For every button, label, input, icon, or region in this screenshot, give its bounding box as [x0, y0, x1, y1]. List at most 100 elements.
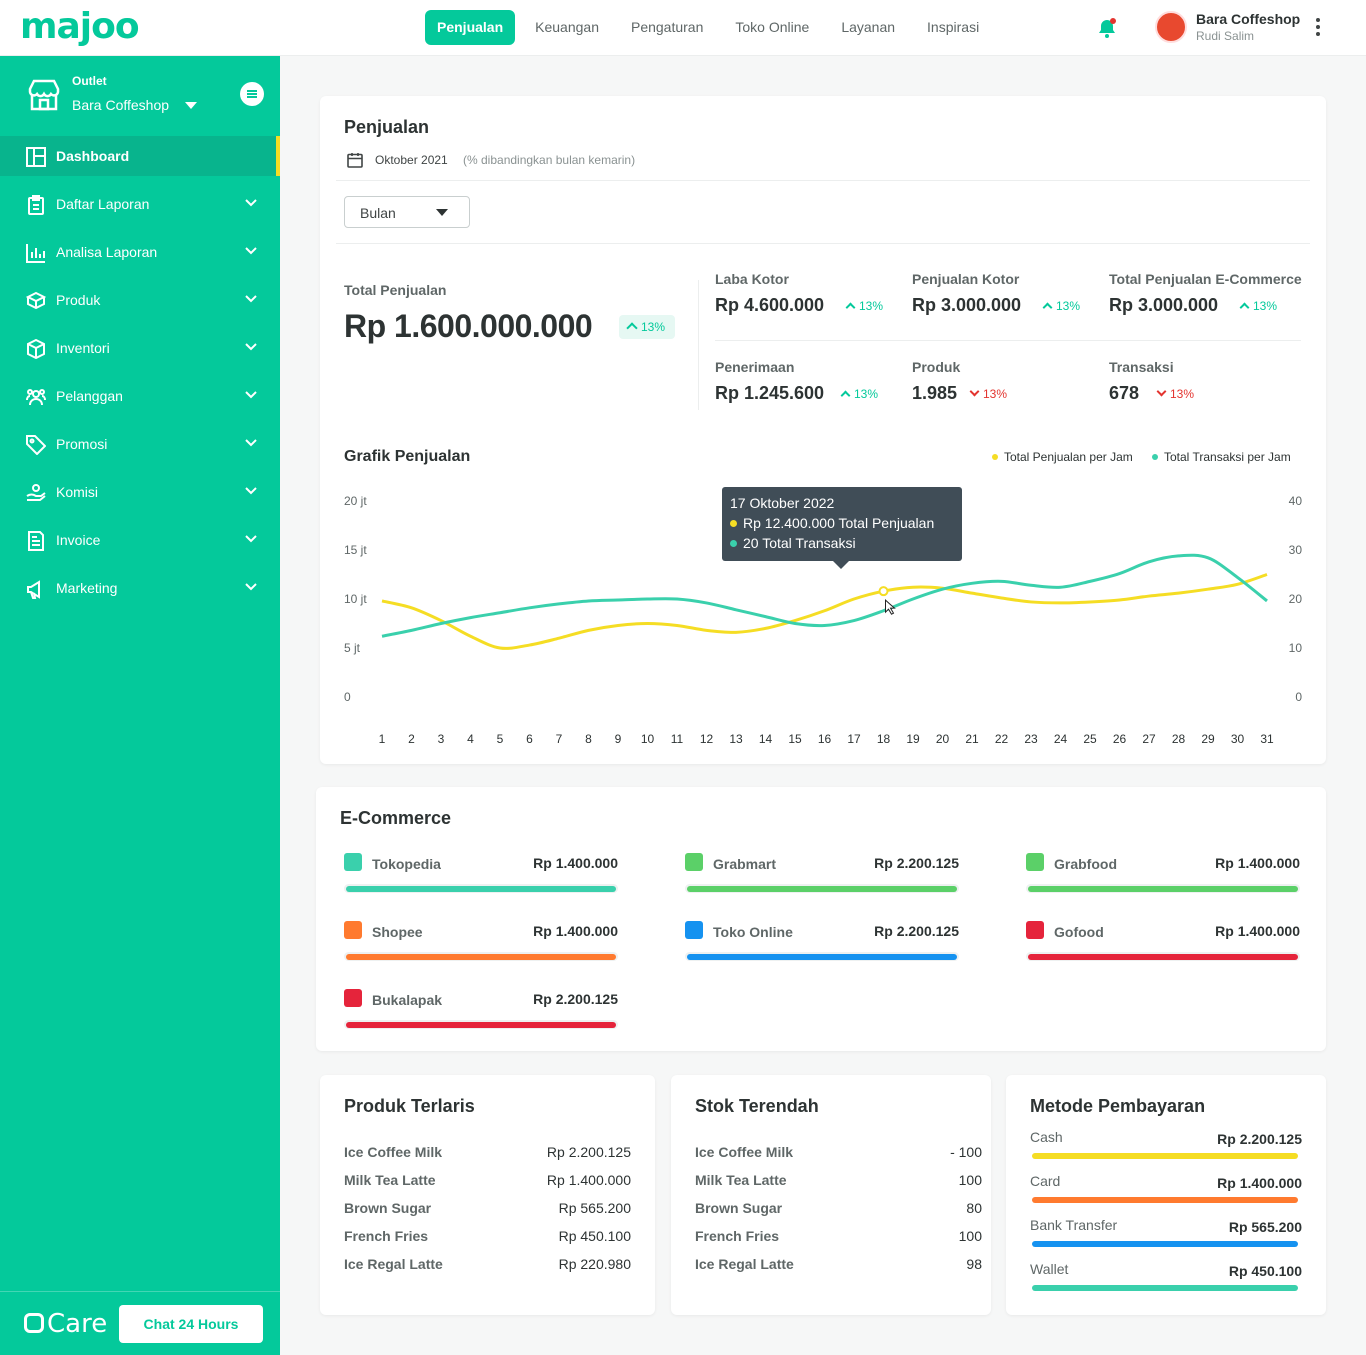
payment-bar	[1032, 1197, 1298, 1203]
caret-down-icon[interactable]	[185, 102, 197, 109]
metric-produk: Produk 1.985 13%	[912, 359, 1008, 403]
store-icon	[28, 79, 60, 111]
x-tick: 17	[847, 732, 861, 746]
sidebar-item-label: Dashboard	[56, 148, 130, 164]
period-label[interactable]: Oktober 2021	[375, 153, 448, 167]
sidebar-item-dashboard[interactable]: Dashboard	[0, 136, 280, 176]
ecommerce-bar	[1028, 954, 1298, 960]
best-selling-card: Produk Terlaris Ice Coffee Milk Rp 2.200.…	[320, 1075, 655, 1315]
ecommerce-item-gofood[interactable]: Gofood Rp 1.400.000	[1026, 921, 1300, 969]
chevron-down-icon[interactable]	[245, 247, 257, 255]
series-line-transactions[interactable]	[381, 553, 1268, 638]
period-select-value: Bulan	[360, 205, 396, 221]
nav-penjualan[interactable]: Penjualan	[425, 10, 516, 45]
payment-method-bank-transfer[interactable]: Bank Transfer Rp 565.200	[1030, 1217, 1302, 1253]
payment-method-wallet[interactable]: Wallet Rp 450.100	[1030, 1261, 1302, 1297]
sidebar-item-inventori[interactable]: Inventori	[0, 328, 280, 368]
sidebar-item-marketing[interactable]: Marketing	[0, 568, 280, 608]
calendar-icon[interactable]	[347, 152, 363, 168]
sidebar-item-komisi[interactable]: Komisi	[0, 472, 280, 512]
list-item-name: Ice Coffee Milk	[344, 1144, 443, 1160]
chat-24-hours-button[interactable]: Chat 24 Hours	[119, 1305, 263, 1343]
sidebar-menu: Dashboard Daftar Laporan Analisa Laporan…	[0, 136, 280, 616]
sales-card: Penjualan Oktober 2021 (% dibandingkan b…	[320, 96, 1326, 764]
sidebar-item-invoice[interactable]: Invoice	[0, 520, 280, 560]
chart-tooltip: 17 Oktober 2022 Rp 12.400.000 Total Penj…	[722, 487, 962, 569]
list-item[interactable]: Milk Tea Latte Rp 1.400.000	[344, 1172, 631, 1192]
sidebar-item-pelanggan[interactable]: Pelanggan	[0, 376, 280, 416]
hover-point[interactable]	[878, 586, 889, 597]
sidebar-item-produk[interactable]: Produk	[0, 280, 280, 320]
trend-down-icon: 13%	[969, 387, 1007, 401]
dashboard-icon	[26, 147, 46, 167]
legend-sales[interactable]: Total Penjualan per Jam	[992, 450, 1133, 464]
sidebar-item-promosi[interactable]: Promosi	[0, 424, 280, 464]
chevron-down-icon[interactable]	[245, 391, 257, 399]
outlet-menu-icon[interactable]	[240, 82, 264, 106]
payment-methods-title: Metode Pembayaran	[1030, 1096, 1206, 1116]
ecommerce-item-value: Rp 2.200.125	[874, 855, 959, 871]
chevron-down-icon[interactable]	[245, 487, 257, 495]
payment-method-cash[interactable]: Cash Rp 2.200.125	[1030, 1129, 1302, 1165]
care-logo: Care	[24, 1309, 107, 1339]
nav-keuangan[interactable]: Keuangan	[535, 19, 599, 35]
ecommerce-item-grabfood[interactable]: Grabfood Rp 1.400.000	[1026, 853, 1300, 901]
chevron-down-icon[interactable]	[245, 343, 257, 351]
list-item-value: 100	[958, 1228, 982, 1244]
x-tick: 9	[615, 732, 622, 746]
x-tick: 24	[1054, 732, 1068, 746]
list-item[interactable]: French Fries Rp 450.100	[344, 1228, 631, 1248]
trend-up-icon: 13%	[845, 299, 883, 313]
tooltip-date: 17 Oktober 2022	[730, 495, 835, 511]
y-right-tick: 20	[1289, 592, 1303, 606]
chevron-down-icon[interactable]	[245, 295, 257, 303]
total-sales-label: Total Penjualan	[344, 282, 447, 298]
nav-inspirasi[interactable]: Inspirasi	[927, 19, 980, 35]
series-line-sales[interactable]	[381, 573, 1268, 650]
chevron-down-icon[interactable]	[245, 199, 257, 207]
user-name[interactable]: Bara Coffeshop	[1196, 11, 1301, 27]
chevron-down-icon[interactable]	[245, 535, 257, 543]
outlet-selector[interactable]: Bara Coffeshop	[72, 97, 170, 113]
sidebar-item-analisa-laporan[interactable]: Analisa Laporan	[0, 232, 280, 272]
nav-pengaturan[interactable]: Pengaturan	[630, 19, 704, 35]
ecommerce-item-toko-online[interactable]: Toko Online Rp 2.200.125	[685, 921, 959, 969]
list-item[interactable]: Ice Coffee Milk Rp 2.200.125	[344, 1144, 631, 1164]
majoo-logo[interactable]: majoo	[20, 6, 140, 47]
nav-toko-online[interactable]: Toko Online	[735, 19, 810, 35]
list-item[interactable]: Ice Coffee Milk - 100	[695, 1144, 982, 1164]
x-tick: 19	[906, 732, 920, 746]
more-options-icon[interactable]	[1312, 16, 1324, 38]
avatar[interactable]	[1155, 11, 1187, 43]
list-item[interactable]: Milk Tea Latte 100	[695, 1172, 982, 1192]
list-item[interactable]: French Fries 100	[695, 1228, 982, 1248]
list-item-name: French Fries	[695, 1228, 780, 1244]
trend-up-icon: 13%	[1239, 299, 1277, 313]
chart-title: Grafik Penjualan	[344, 448, 471, 465]
ecommerce-item-tokopedia[interactable]: Tokopedia Rp 1.400.000	[344, 853, 618, 901]
y-right-tick: 40	[1289, 494, 1303, 508]
ecommerce-item-shopee[interactable]: Shopee Rp 1.400.000	[344, 921, 618, 969]
nav-layanan[interactable]: Layanan	[841, 19, 896, 35]
notification-bell-icon[interactable]	[1096, 17, 1118, 39]
main-nav: Penjualan Keuangan Pengaturan Toko Onlin…	[425, 10, 995, 45]
list-item[interactable]: Ice Regal Latte 98	[695, 1256, 982, 1276]
divider	[336, 243, 1310, 244]
inventory-icon	[27, 339, 45, 359]
list-item[interactable]: Brown Sugar 80	[695, 1200, 982, 1220]
chevron-down-icon[interactable]	[245, 583, 257, 591]
chevron-down-icon[interactable]	[245, 439, 257, 447]
period-select[interactable]: Bulan	[344, 196, 470, 228]
legend-transactions[interactable]: Total Transaksi per Jam	[1152, 450, 1291, 464]
bukalapak-icon	[344, 989, 362, 1007]
ecommerce-item-grabmart[interactable]: Grabmart Rp 2.200.125	[685, 853, 959, 901]
care-m-icon	[24, 1313, 44, 1333]
list-item[interactable]: Ice Regal Latte Rp 220.980	[344, 1256, 631, 1276]
lowest-stock-title: Stok Terendah	[695, 1096, 819, 1116]
sidebar-item-daftar-laporan[interactable]: Daftar Laporan	[0, 184, 280, 224]
list-item[interactable]: Brown Sugar Rp 565.200	[344, 1200, 631, 1220]
payment-method-card[interactable]: Card Rp 1.400.000	[1030, 1173, 1302, 1209]
care-footer: Care Chat 24 Hours	[0, 1291, 280, 1355]
ecommerce-item-bukalapak[interactable]: Bukalapak Rp 2.200.125	[344, 989, 618, 1037]
